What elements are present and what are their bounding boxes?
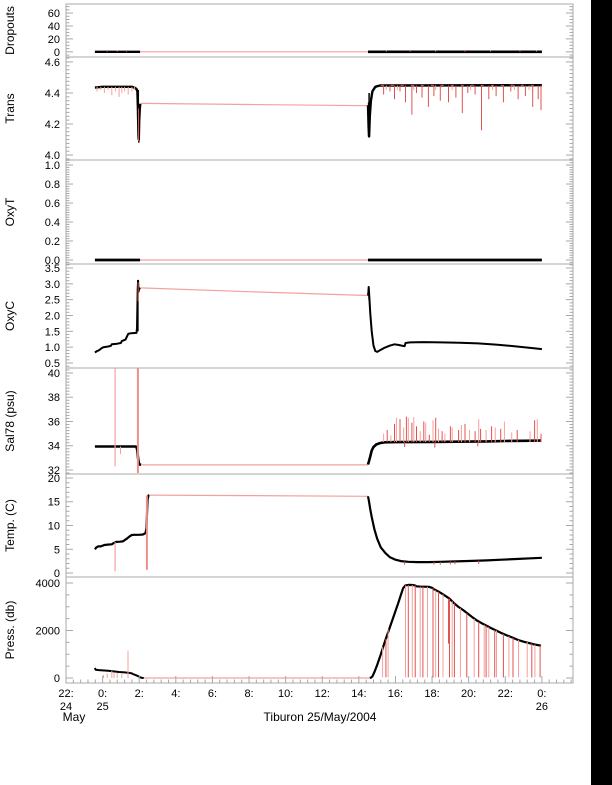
panel-oxyc: 0.5 1.0 1.5 2.0 2.5 3.0 3.5 OxyC [3, 263, 574, 370]
y-tick-label: 0.0 [45, 255, 60, 267]
y-tick-label: 0.5 [45, 358, 60, 370]
x-tick-label: 12: [315, 688, 330, 700]
y-axis-title: Press. (db) [3, 601, 17, 660]
y-tick-label: 2.0 [45, 310, 60, 322]
panel-sal78-psu-: 32 34 36 38 40 Sal78 (psu) [3, 367, 574, 477]
y-axis-title: OxyT [3, 197, 17, 226]
y-tick-label: 0.4 [45, 217, 60, 229]
x-tick-label: 4: [171, 688, 180, 700]
y-tick-label: 0 [54, 568, 60, 580]
y-tick-label: 0.2 [45, 236, 60, 248]
y-tick-label: 1.5 [45, 326, 60, 338]
x-tick-label: 6: [208, 688, 217, 700]
y-tick-label: 0.6 [45, 198, 60, 210]
x-tick-label: 22: [58, 688, 73, 700]
x-tick-label: 14: [351, 688, 366, 700]
y-tick-label: 36 [48, 416, 60, 428]
y-tick-label: 20 [48, 473, 60, 485]
x-tick-label: 10: [278, 688, 293, 700]
y-tick-label: 1.0 [45, 342, 60, 354]
series-pre-dive [94, 445, 142, 467]
y-tick-label: 60 [48, 8, 60, 20]
series-pre-dive-steps [94, 279, 142, 354]
day-label: 25 [96, 701, 108, 713]
chart-title: Tiburon 25/May/2004 [264, 710, 377, 724]
y-axis-title: Dropouts [3, 6, 17, 55]
series-dive-red [140, 102, 369, 107]
y-tick-label: 2000 [36, 626, 60, 638]
right-letterbox-strip [591, 0, 612, 785]
y-tick-label: 4000 [36, 578, 60, 590]
y-axis-title: Temp. (C) [3, 499, 17, 552]
panel-temp-c-: 0 5 10 15 20 Temp. (C) [3, 473, 574, 580]
series-pre-dive [94, 85, 142, 141]
x-tick-label: 18: [424, 688, 439, 700]
x-tick-label: 22: [498, 688, 513, 700]
series-dive-profile [369, 583, 542, 680]
x-tick-label: 8: [244, 688, 253, 700]
x-axis: 22: 0: 2: 4: 6: 8: 10: 12: 14: 16: 18: 20: 22: 0: 24 25… [58, 676, 572, 713]
series-post-dive [366, 439, 542, 465]
series-pre-dive-steps [94, 494, 150, 550]
month-label: May [63, 710, 86, 724]
x-tick-label: 20: [461, 688, 476, 700]
y-tick-label: 4.0 [45, 150, 60, 162]
series-dive-red [140, 287, 369, 297]
series-dive-red [149, 494, 369, 497]
x-tick-label: 0: [537, 688, 546, 700]
y-tick-label: 3.0 [45, 279, 60, 291]
x-tick-label: 0: [98, 688, 107, 700]
panel-press-db-: 0 2000 4000 Press. (db) [3, 576, 574, 685]
series-post-dive [367, 286, 543, 353]
y-tick-label: 4.2 [45, 119, 60, 131]
day-label: 24 [60, 701, 72, 713]
y-tick-label: 2.5 [45, 295, 60, 307]
y-tick-label: 40 [48, 21, 60, 33]
y-tick-label: 1.0 [45, 160, 60, 172]
y-axis-title: Trans [3, 93, 17, 123]
panel-trans: 4.0 4.2 4.4 4.6 Trans [3, 56, 574, 162]
y-tick-label: 3.5 [45, 263, 60, 275]
x-tick-label: 2: [135, 688, 144, 700]
y-tick-label: 10 [48, 521, 60, 533]
series-post-dive [366, 496, 542, 564]
y-tick-label: 38 [48, 392, 60, 404]
y-tick-label: 0.8 [45, 179, 60, 191]
y-axis-title: OxyC [3, 301, 17, 331]
y-tick-label: 0 [54, 47, 60, 59]
panel-oxyt: 0.0 0.2 0.4 0.6 0.8 1.0 OxyT [3, 159, 574, 267]
y-tick-label: 40 [48, 368, 60, 380]
y-tick-label: 4.6 [45, 57, 60, 69]
y-tick-label: 4.4 [45, 88, 60, 100]
y-tick-label: 5 [54, 544, 60, 556]
y-axis-title: Sal78 (psu) [3, 390, 17, 451]
y-tick-label: 0 [54, 673, 60, 685]
day-label: 26 [536, 701, 548, 713]
y-tick-label: 15 [48, 497, 60, 509]
x-tick-label: 16: [388, 688, 403, 700]
y-tick-label: 34 [48, 441, 60, 453]
y-tick-label: 20 [48, 34, 60, 46]
y-tick-label: 32 [48, 465, 60, 477]
